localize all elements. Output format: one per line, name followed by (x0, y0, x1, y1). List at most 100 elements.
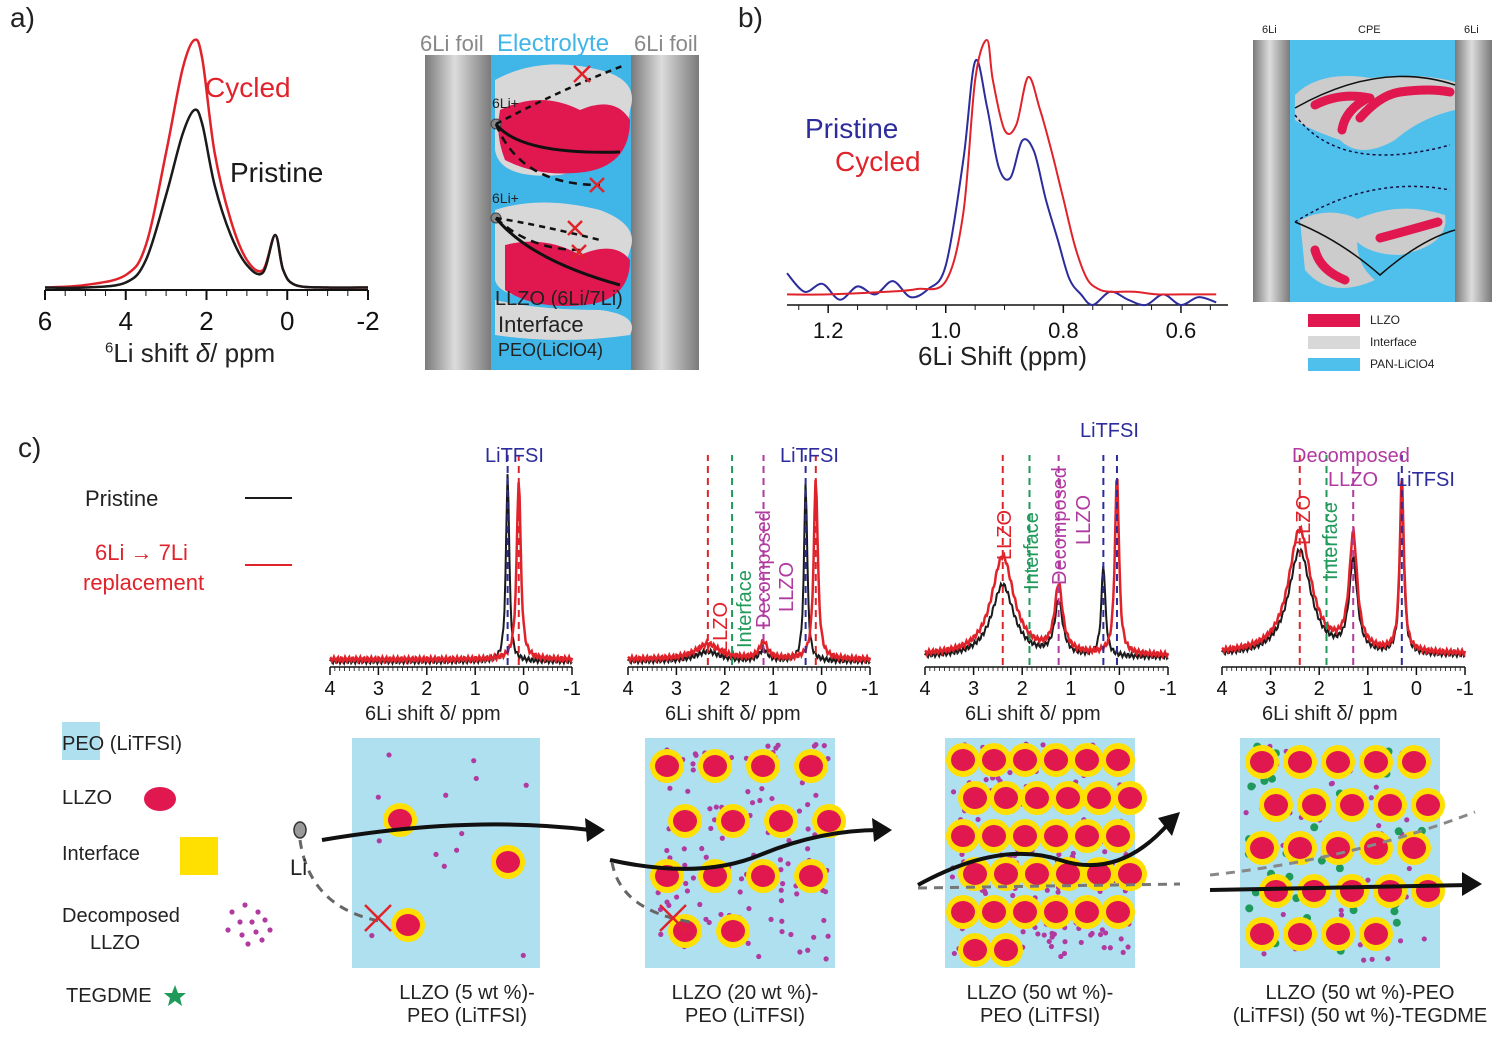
c-box-1-decomposed-dot (386, 752, 392, 758)
c-box-3-decomposed-dot (1120, 949, 1126, 956)
c-box-2-decomposed-dot (779, 918, 785, 924)
c-legend-replace-1: 6Li → 7Li (95, 540, 188, 565)
c3-tick-label-4: 0 (1114, 678, 1125, 700)
c-box-2-decomposed-dot (769, 795, 775, 802)
legend-llzo-swatch (144, 787, 176, 811)
c-box-2-decomposed-dot (779, 928, 785, 935)
c-box-2-decomposed-dot (813, 792, 819, 798)
c-box-3-decomposed-dot (1097, 931, 1104, 938)
c4-tick-label-4: 0 (1411, 678, 1422, 700)
c1-xlabel: 6Li shift δ/ ppm (365, 703, 501, 725)
c-box-2-decomposed-dot (682, 862, 688, 868)
c-box-3-llzo (1087, 787, 1111, 809)
c-box-3-llzo (1106, 901, 1130, 923)
c-box-4-decomposed-dot (1338, 912, 1345, 918)
b-tick-label-0: 1.2 (813, 318, 844, 343)
c-box-4-decomposed-dot (1243, 810, 1249, 816)
c-legend-replace-2: replacement (83, 570, 205, 595)
c-box-2-llzo (655, 755, 679, 777)
c-box-4-decomposed-dot (1385, 956, 1391, 962)
c-box-2-decomposed-dot (718, 911, 724, 918)
c-legend-tegdme: TEGDME (66, 985, 152, 1007)
c3-tick-label-0: 4 (919, 678, 930, 700)
c-box-2-decomposed-dot (684, 888, 691, 894)
c1-tick-label-4: 0 (518, 678, 529, 700)
c-box-3-decomposed-dot (1007, 769, 1013, 776)
legend-decomposed-dot (239, 932, 245, 938)
c-arrow-3 (917, 820, 1172, 887)
c-box-4-llzo (1402, 751, 1426, 773)
c-box-4-decomposed-dot (1328, 781, 1334, 787)
c-block-x (659, 904, 687, 932)
c-box-3-llzo (1025, 863, 1049, 885)
b-legend-llzo: LLZO (1370, 313, 1401, 327)
c-box-3-decomposed-dot (951, 950, 957, 957)
c3-series-replacement (924, 478, 1170, 660)
c-box-3-decomposed-dot (1118, 936, 1124, 942)
c-box-4-decomposed-dot (1280, 911, 1286, 918)
c-box-2-decomposed-dot (778, 898, 785, 904)
c-box-4-decomposed-dot (1404, 817, 1410, 823)
legend-decomposed-dot (255, 909, 261, 915)
c-box-3-decomposed-dot (1044, 887, 1050, 893)
c3-tick-label-2: 2 (1017, 678, 1028, 700)
c-box-3-llzo (1013, 825, 1037, 847)
c2-tick-label-5: -1 (861, 678, 879, 700)
legend-tegdme-star (164, 985, 186, 1006)
c-box-2-decomposed-dot (737, 889, 743, 895)
c2-tick-label-4: 0 (816, 678, 827, 700)
c-box-4-llzo (1378, 880, 1402, 902)
legend-decomposed-dot (237, 919, 243, 925)
c-box-1-llzo (388, 809, 412, 831)
c-box-4-tegdme (1394, 827, 1403, 836)
c-box-2-decomposed-dot (821, 743, 827, 749)
c-arrowhead-2 (872, 818, 892, 842)
b-legend-interface-swatch (1308, 336, 1360, 349)
c-box-3-llzo (1013, 749, 1037, 771)
c-box-4-llzo (1250, 751, 1274, 773)
c-box-3-llzo (1118, 787, 1142, 809)
c-box-2-llzo (673, 810, 697, 832)
c-box-3-llzo (1075, 901, 1099, 923)
c-box-3-decomposed-dot (1078, 939, 1084, 946)
c4-decomposed: Decomposed (1292, 445, 1410, 467)
c-box-3-decomposed-dot (983, 777, 989, 783)
c-box-4-tegdme (1349, 906, 1358, 915)
c-box-4-decomposed-dot (1376, 823, 1382, 829)
legend-decomposed-dot (225, 927, 231, 933)
c-box-4-llzo (1378, 794, 1402, 816)
c-legend-pristine: Pristine (85, 486, 159, 511)
c1-series-replacement (329, 482, 574, 665)
c-box-4-llzo (1364, 837, 1388, 859)
c-box-3-decomposed-dot (1101, 944, 1107, 951)
c-box-3-decomposed-dot (1102, 930, 1109, 936)
c-box-3-llzo (994, 939, 1018, 961)
c-box-3-decomposed-dot (1102, 849, 1108, 855)
c-box-3-llzo (963, 787, 987, 809)
c-box-3-llzo (1075, 749, 1099, 771)
c-box-2-decomposed-dot (690, 761, 696, 767)
a-tick-label-3: 0 (280, 306, 294, 336)
c-box-4-decomposed-dot (1373, 784, 1379, 790)
c-box-2-decomposed-dot (773, 745, 779, 751)
c-box-2-decomposed-dot (707, 806, 713, 812)
c-box-2-decomposed-dot (664, 847, 670, 854)
c-box-4-llzo (1302, 794, 1326, 816)
c-li-source (293, 821, 307, 839)
c-box-3-llzo (1025, 787, 1049, 809)
panel-b-letter: b) (738, 2, 763, 33)
a-interface-label: Interface (498, 312, 584, 337)
c-box-3-llzo (1106, 749, 1130, 771)
c-box-4-llzo (1326, 837, 1350, 859)
c-box-3-decomposed-dot (1049, 934, 1055, 940)
b-tick-label-3: 0.6 (1166, 318, 1197, 343)
c-box-2-decomposed-dot (765, 743, 771, 749)
c-box-3-llzo (1056, 863, 1080, 885)
c-box-2-decomposed-dot (699, 845, 705, 852)
c-box-4-tegdme (1247, 782, 1256, 791)
c-box-2-decomposed-dot (703, 854, 709, 860)
c-box-4-llzo (1340, 794, 1364, 816)
c4-series-replacement (1221, 478, 1467, 658)
